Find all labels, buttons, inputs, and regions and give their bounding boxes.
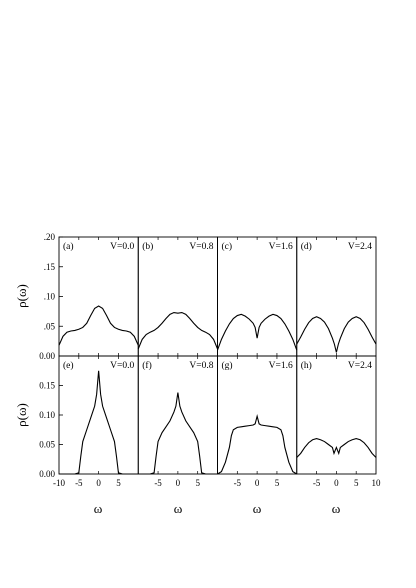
x-tick-label: 0 [334,478,339,488]
y-tick-label: 0.00 [39,469,55,479]
y-axis-label-bottom: ρ(ω) [14,403,29,427]
panel-frame-f [137,355,218,475]
panel-annotation-e: V=0.0 [110,361,134,371]
x-axis-label-col-2: ω [174,501,183,516]
x-tick-label: -5 [154,478,162,488]
y-tick-label: .10 [44,292,56,302]
x-tick-label: 5 [116,478,121,488]
series-line-g [217,413,298,475]
series-line-c [216,313,298,351]
panel-label-c: (c) [222,241,233,252]
panel-label-e: (e) [63,360,74,371]
series-line-e [59,370,139,475]
panel-label-h: (h) [301,360,312,371]
panel-frame-a [58,236,139,357]
panel-frame-b [137,236,218,357]
panel-annotation-f: V=0.8 [189,361,213,371]
x-tick-label: 5 [275,478,280,488]
y-tick-label: .05 [44,321,56,331]
x-tick-label: 5 [195,478,200,488]
x-axis-label-col-4: ω [332,501,341,516]
series-line-a [58,305,139,346]
panel-frame-d [296,236,377,357]
x-tick-label: -5 [75,478,83,488]
y-axis-label-top: ρ(ω) [14,284,29,308]
panel-annotation-b: V=0.8 [189,242,213,252]
y-tick-label: .15 [44,262,56,272]
y-tick-label: .20 [44,232,56,242]
x-tick-label: -5 [234,478,242,488]
x-tick-label: 10 [372,478,382,488]
x-axis-label-col-1: ω [94,501,103,516]
panel-annotation-c: V=1.6 [269,242,293,252]
y-tick-label: 0.00 [39,351,55,361]
x-tick-label: 0 [255,478,260,488]
x-tick-label: -10 [53,478,65,488]
series-line-h [296,438,377,458]
panel-label-a: (a) [63,241,74,252]
panel-frame-h [296,355,377,475]
panel-grid: (a) V=0.0 (b) V=0.8 (c) V=1.6 (d) V=2.4 (e) V=0.0… [39,232,381,488]
panel-label-f: (f) [142,360,152,371]
y-tick-label: 0.15 [39,381,55,391]
y-tick-label: 0.10 [39,410,55,420]
series-line-b [137,311,219,350]
x-tick-label: 0 [176,478,181,488]
panel-annotation-d: V=2.4 [348,242,372,252]
panel-label-b: (b) [142,241,153,252]
panel-annotation-a: V=0.0 [110,242,134,252]
panel-annotation-h: V=2.4 [348,361,372,371]
x-tick-label: 0 [96,478,101,488]
y-tick-label: 0.05 [39,440,55,450]
x-tick-label: -5 [313,478,321,488]
panel-label-g: (g) [222,360,233,371]
series-line-f [138,392,218,475]
x-tick-label: 5 [354,478,359,488]
panel-annotation-g: V=1.6 [269,361,293,371]
x-axis-label-col-3: ω [253,501,262,516]
panel-label-d: (d) [301,241,312,252]
series-line-d [296,316,377,353]
